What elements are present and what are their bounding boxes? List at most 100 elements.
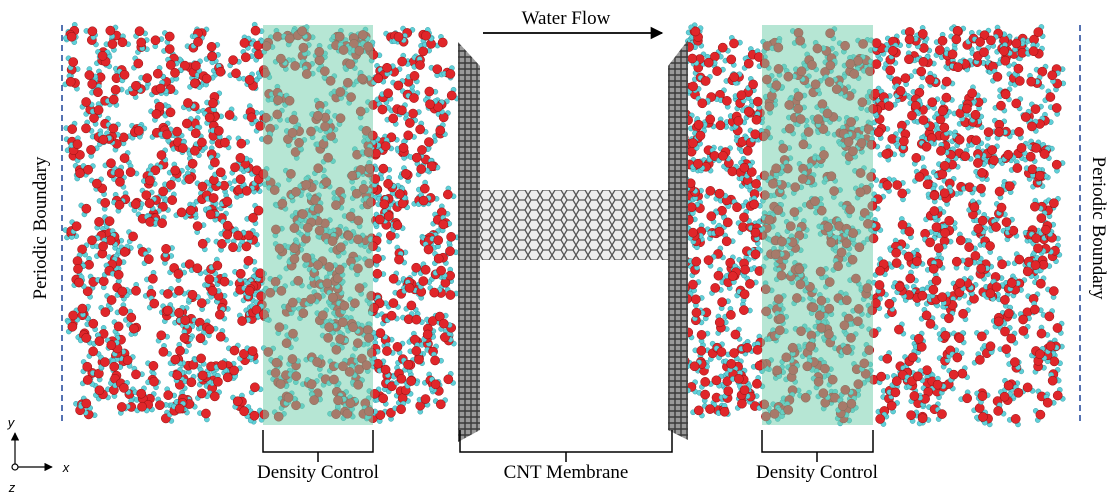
water-molecule <box>144 270 157 283</box>
oxygen <box>876 414 885 423</box>
oxygen <box>73 264 82 273</box>
oxygen <box>190 79 199 88</box>
oxygen <box>401 169 410 178</box>
oxygen <box>82 97 91 106</box>
oxygen <box>131 81 140 90</box>
water-molecule <box>202 74 215 87</box>
water-molecule <box>193 222 206 235</box>
oxygen <box>381 142 390 151</box>
oxygen <box>704 256 713 265</box>
oxygen <box>134 126 143 135</box>
oxygen <box>151 36 160 45</box>
oxygen <box>230 366 239 375</box>
oxygen <box>214 126 223 135</box>
oxygen <box>753 97 762 106</box>
oxygen <box>165 44 174 53</box>
oxygen <box>439 220 448 229</box>
oxygen <box>89 347 98 356</box>
oxygen <box>382 63 391 72</box>
water-molecule <box>386 231 399 244</box>
oxygen <box>131 370 140 379</box>
oxygen <box>904 252 913 261</box>
oxygen <box>69 57 78 66</box>
oxygen <box>198 182 207 191</box>
oxygen <box>158 219 167 228</box>
oxygen <box>107 295 116 304</box>
water-molecule <box>158 130 171 143</box>
oxygen <box>206 210 215 219</box>
water-molecule <box>952 257 965 270</box>
water-molecule <box>1007 414 1020 427</box>
oxygen <box>223 221 232 230</box>
water-molecule <box>120 150 131 165</box>
oxygen <box>191 129 200 138</box>
water-molecule <box>133 27 147 39</box>
oxygen <box>166 108 175 117</box>
oxygen <box>149 361 158 370</box>
water-molecule <box>103 159 117 171</box>
oxygen <box>155 401 164 410</box>
oxygen <box>110 362 119 371</box>
oxygen <box>404 360 413 369</box>
oxygen <box>223 197 232 206</box>
water-molecule <box>153 65 165 79</box>
oxygen <box>156 84 165 93</box>
oxygen <box>191 61 200 70</box>
oxygen <box>752 115 761 124</box>
water-molecule <box>447 232 460 245</box>
oxygen <box>148 274 157 283</box>
oxygen <box>94 105 103 114</box>
oxygen <box>375 215 384 224</box>
oxygen <box>952 257 961 266</box>
oxygen <box>423 330 432 339</box>
oxygen <box>205 325 214 334</box>
oxygen <box>1036 279 1045 288</box>
oxygen <box>185 175 194 184</box>
oxygen <box>142 191 151 200</box>
oxygen <box>89 113 98 122</box>
oxygen <box>101 198 110 207</box>
water-molecule <box>85 66 98 79</box>
oxygen <box>134 59 143 68</box>
oxygen <box>114 322 123 331</box>
water-molecule <box>385 114 399 127</box>
water-molecule <box>167 162 180 175</box>
oxygen <box>977 332 986 341</box>
oxygen <box>917 342 926 351</box>
water-molecule <box>745 276 759 289</box>
water-molecule <box>145 377 158 390</box>
oxygen <box>248 346 257 355</box>
oxygen <box>161 244 170 253</box>
water-molecule <box>162 30 174 44</box>
oxygen <box>120 247 129 256</box>
water-molecule <box>112 320 123 335</box>
oxygen <box>89 319 98 328</box>
oxygen <box>131 286 140 295</box>
oxygen <box>408 109 417 118</box>
oxygen <box>1046 92 1055 101</box>
oxygen <box>404 131 413 140</box>
oxygen <box>394 32 403 41</box>
oxygen <box>181 316 190 325</box>
oxygen <box>382 346 391 355</box>
water-molecule <box>378 164 392 177</box>
oxygen <box>378 105 387 114</box>
oxygen <box>1015 76 1024 85</box>
oxygen <box>425 87 434 96</box>
water-molecule <box>949 34 961 48</box>
oxygen <box>417 145 426 154</box>
water-molecule <box>691 295 704 308</box>
oxygen <box>137 402 146 411</box>
oxygen <box>436 126 445 135</box>
oxygen <box>180 333 189 342</box>
oxygen <box>373 269 382 278</box>
oxygen <box>82 399 91 408</box>
oxygen <box>389 298 398 307</box>
oxygen <box>446 69 455 78</box>
oxygen <box>421 265 430 274</box>
oxygen <box>137 389 146 398</box>
oxygen <box>425 100 434 109</box>
water-molecule <box>63 32 77 45</box>
oxygen <box>883 181 892 190</box>
oxygen <box>77 245 86 254</box>
